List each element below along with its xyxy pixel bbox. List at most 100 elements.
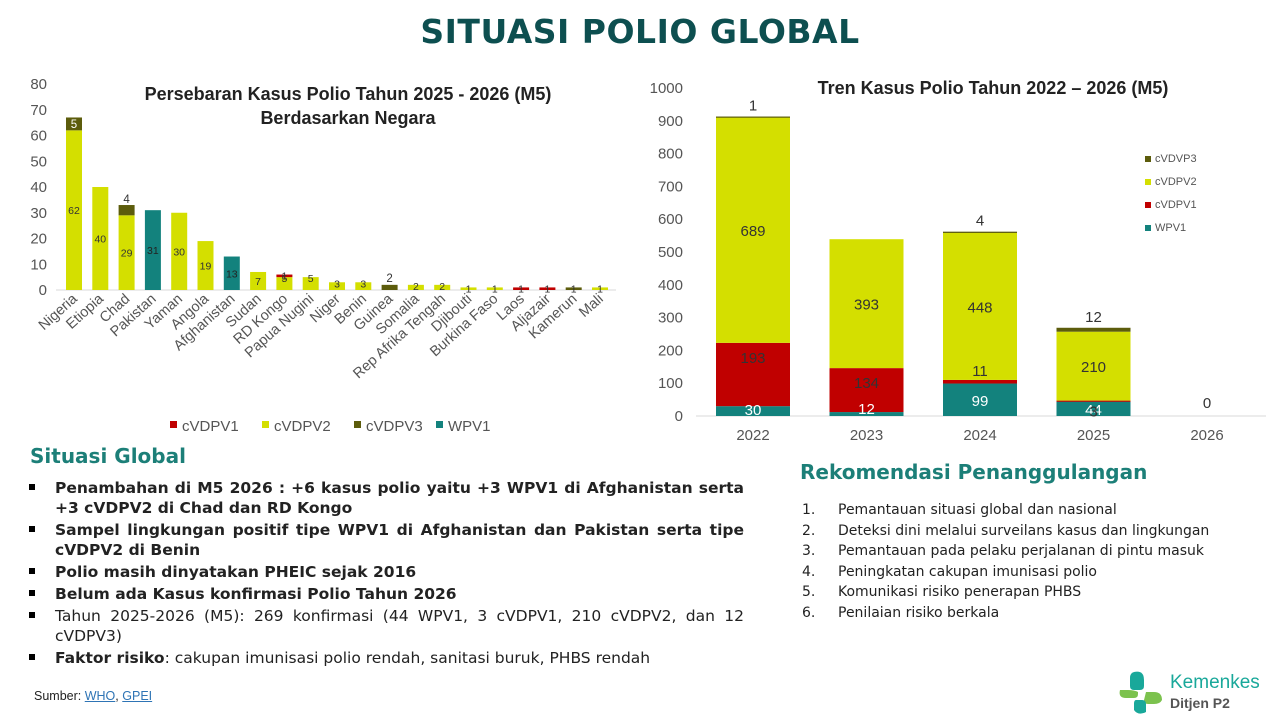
y-tick-label: 70 (30, 102, 47, 119)
y-tick-label: 800 (658, 146, 683, 163)
bar-segment (565, 287, 582, 290)
bar-segment (943, 379, 1017, 384)
data-label: 62 (68, 205, 80, 217)
x-tick-label: 2024 (963, 427, 996, 444)
situasi-global-title: Situasi Global (30, 444, 186, 468)
source-separator: , (115, 689, 119, 703)
who-link[interactable]: WHO (84, 689, 116, 703)
y-tick-label: 700 (658, 178, 683, 195)
rekomendasi-title: Rekomendasi Penanggulangan (800, 460, 1148, 484)
data-label: 4 (976, 213, 984, 230)
bar-segment (1056, 400, 1131, 402)
item-number: 1. (802, 502, 816, 518)
data-label: 7 (255, 276, 261, 288)
legend-swatch (436, 421, 443, 428)
logo-name: Kemenkes (1170, 672, 1260, 693)
item-number: 6. (802, 604, 816, 621)
item-number: 2. (802, 522, 816, 539)
data-label: 44 (1085, 402, 1102, 419)
rekomendasi-item: 4. Peningkatan cakupan imunisasi polio (802, 562, 1209, 583)
chart2-title: Tren Kasus Polio Tahun 2022 – 2026 (M5) (818, 78, 1169, 98)
y-tick-label: 500 (658, 244, 683, 261)
data-label: 1 (492, 283, 498, 295)
item-number: 5. (802, 584, 816, 600)
bar-segment (716, 116, 790, 343)
data-label: 19 (200, 261, 212, 273)
y-tick-label: 0 (675, 408, 683, 425)
situasi-item: Polio masih dinyatakan PHEIC sejak 2016 (28, 562, 744, 582)
bar-segment (276, 274, 293, 278)
data-label: 2 (439, 281, 445, 293)
situasi-item: Belum ada Kasus konfirmasi Polio Tahun 2… (28, 584, 744, 604)
country-stacked-bar-chart: Persebaran Kasus Polio Tahun 2025 - 2026… (30, 76, 616, 435)
y-tick-label: 300 (658, 310, 683, 327)
x-tick-label: Mali (576, 291, 606, 321)
kemenkes-logo-icon (1119, 671, 1162, 714)
bar-segment (513, 287, 530, 290)
legend-label: WPV1 (448, 418, 491, 435)
bar-segment (381, 284, 398, 290)
y-tick-label: 1000 (650, 80, 683, 97)
data-label: 393 (854, 297, 879, 314)
legend-swatch (354, 421, 361, 428)
bar-segment (829, 368, 904, 413)
bar-segment (276, 277, 293, 290)
y-tick-label: 100 (658, 375, 683, 392)
bar-segment (171, 212, 188, 290)
data-label: 2 (386, 273, 392, 285)
bar-segment (460, 287, 477, 290)
data-label: 30 (173, 246, 185, 258)
bar-segment (1056, 401, 1131, 416)
y-tick-label: 0 (39, 282, 47, 299)
y-tick-label: 50 (30, 153, 47, 170)
data-label: 2 (413, 281, 419, 293)
data-label: 99 (972, 393, 989, 410)
y-tick-label: 400 (658, 277, 683, 294)
gpei-link[interactable]: GPEI (122, 689, 153, 703)
rekomendasi-item: 2. Deteksi dini melalui surveilans kasus … (802, 521, 1209, 542)
kemenkes-logo: Kemenkes Ditjen P2 (1116, 668, 1276, 716)
item-text: Deteksi dini melalui surveilans kasus da… (838, 522, 1210, 539)
data-label: 134 (854, 375, 879, 392)
rekomendasi-item: 3. Pemantauan pada pelaku perjalanan di p… (802, 541, 1209, 562)
chart1-subtitle: Berdasarkan Negara (260, 108, 436, 128)
bar-segment (302, 277, 319, 290)
chart1-title: Persebaran Kasus Polio Tahun 2025 - 2026… (145, 84, 552, 104)
rekomendasi-item: 5. Komunikasi risiko penerapan PHBS (802, 582, 1209, 603)
legend-swatch (1145, 202, 1151, 208)
data-label: 40 (94, 234, 106, 246)
data-label: 13 (226, 268, 238, 280)
item-text: Pemantauan situasi global dan nasional (838, 502, 1117, 518)
legend-swatch (1145, 179, 1151, 185)
x-tick-label: 2023 (850, 427, 883, 444)
item-text: Pemantauan pada pelaku perjalanan di pin… (838, 543, 1204, 559)
bar-segment (943, 383, 1017, 416)
situasi-item: Sampel lingkungan positif tipe WPV1 di A… (28, 520, 744, 560)
bar-segment (716, 116, 790, 118)
bar-segment (943, 232, 1017, 380)
data-label: 4 (123, 194, 130, 206)
trend-stacked-bar-chart: Tren Kasus Polio Tahun 2022 – 2026 (M5) … (650, 78, 1266, 444)
rekomendasi-list: 1. Pemantauan situasi global dan nasional… (802, 500, 1209, 623)
bar-segment (592, 287, 608, 290)
legend-label: WPV1 (1155, 222, 1186, 234)
item-number: 4. (802, 563, 816, 580)
data-label: 689 (740, 223, 765, 240)
data-label: 11 (972, 363, 988, 380)
bar-segment (829, 239, 904, 369)
y-tick-label: 60 (30, 128, 47, 145)
data-label: 12 (858, 401, 875, 418)
bar-segment (829, 412, 904, 416)
bar-segment (329, 282, 345, 290)
y-tick-label: 20 (30, 231, 47, 248)
legend-swatch (1145, 225, 1151, 231)
bar-segment (1056, 331, 1131, 401)
situasi-list: Penambahan di M5 2026 : +6 kasus polio y… (28, 478, 744, 670)
bar-segment (250, 271, 267, 290)
source-label: Sumber: (34, 689, 82, 703)
situasi-item-risk: Faktor risiko: cakupan imunisasi polio r… (28, 648, 744, 668)
y-tick-label: 200 (658, 342, 683, 359)
data-label: 1 (597, 283, 603, 295)
x-tick-label: 2022 (736, 427, 769, 444)
legend-label: cVDPV1 (1155, 199, 1197, 211)
